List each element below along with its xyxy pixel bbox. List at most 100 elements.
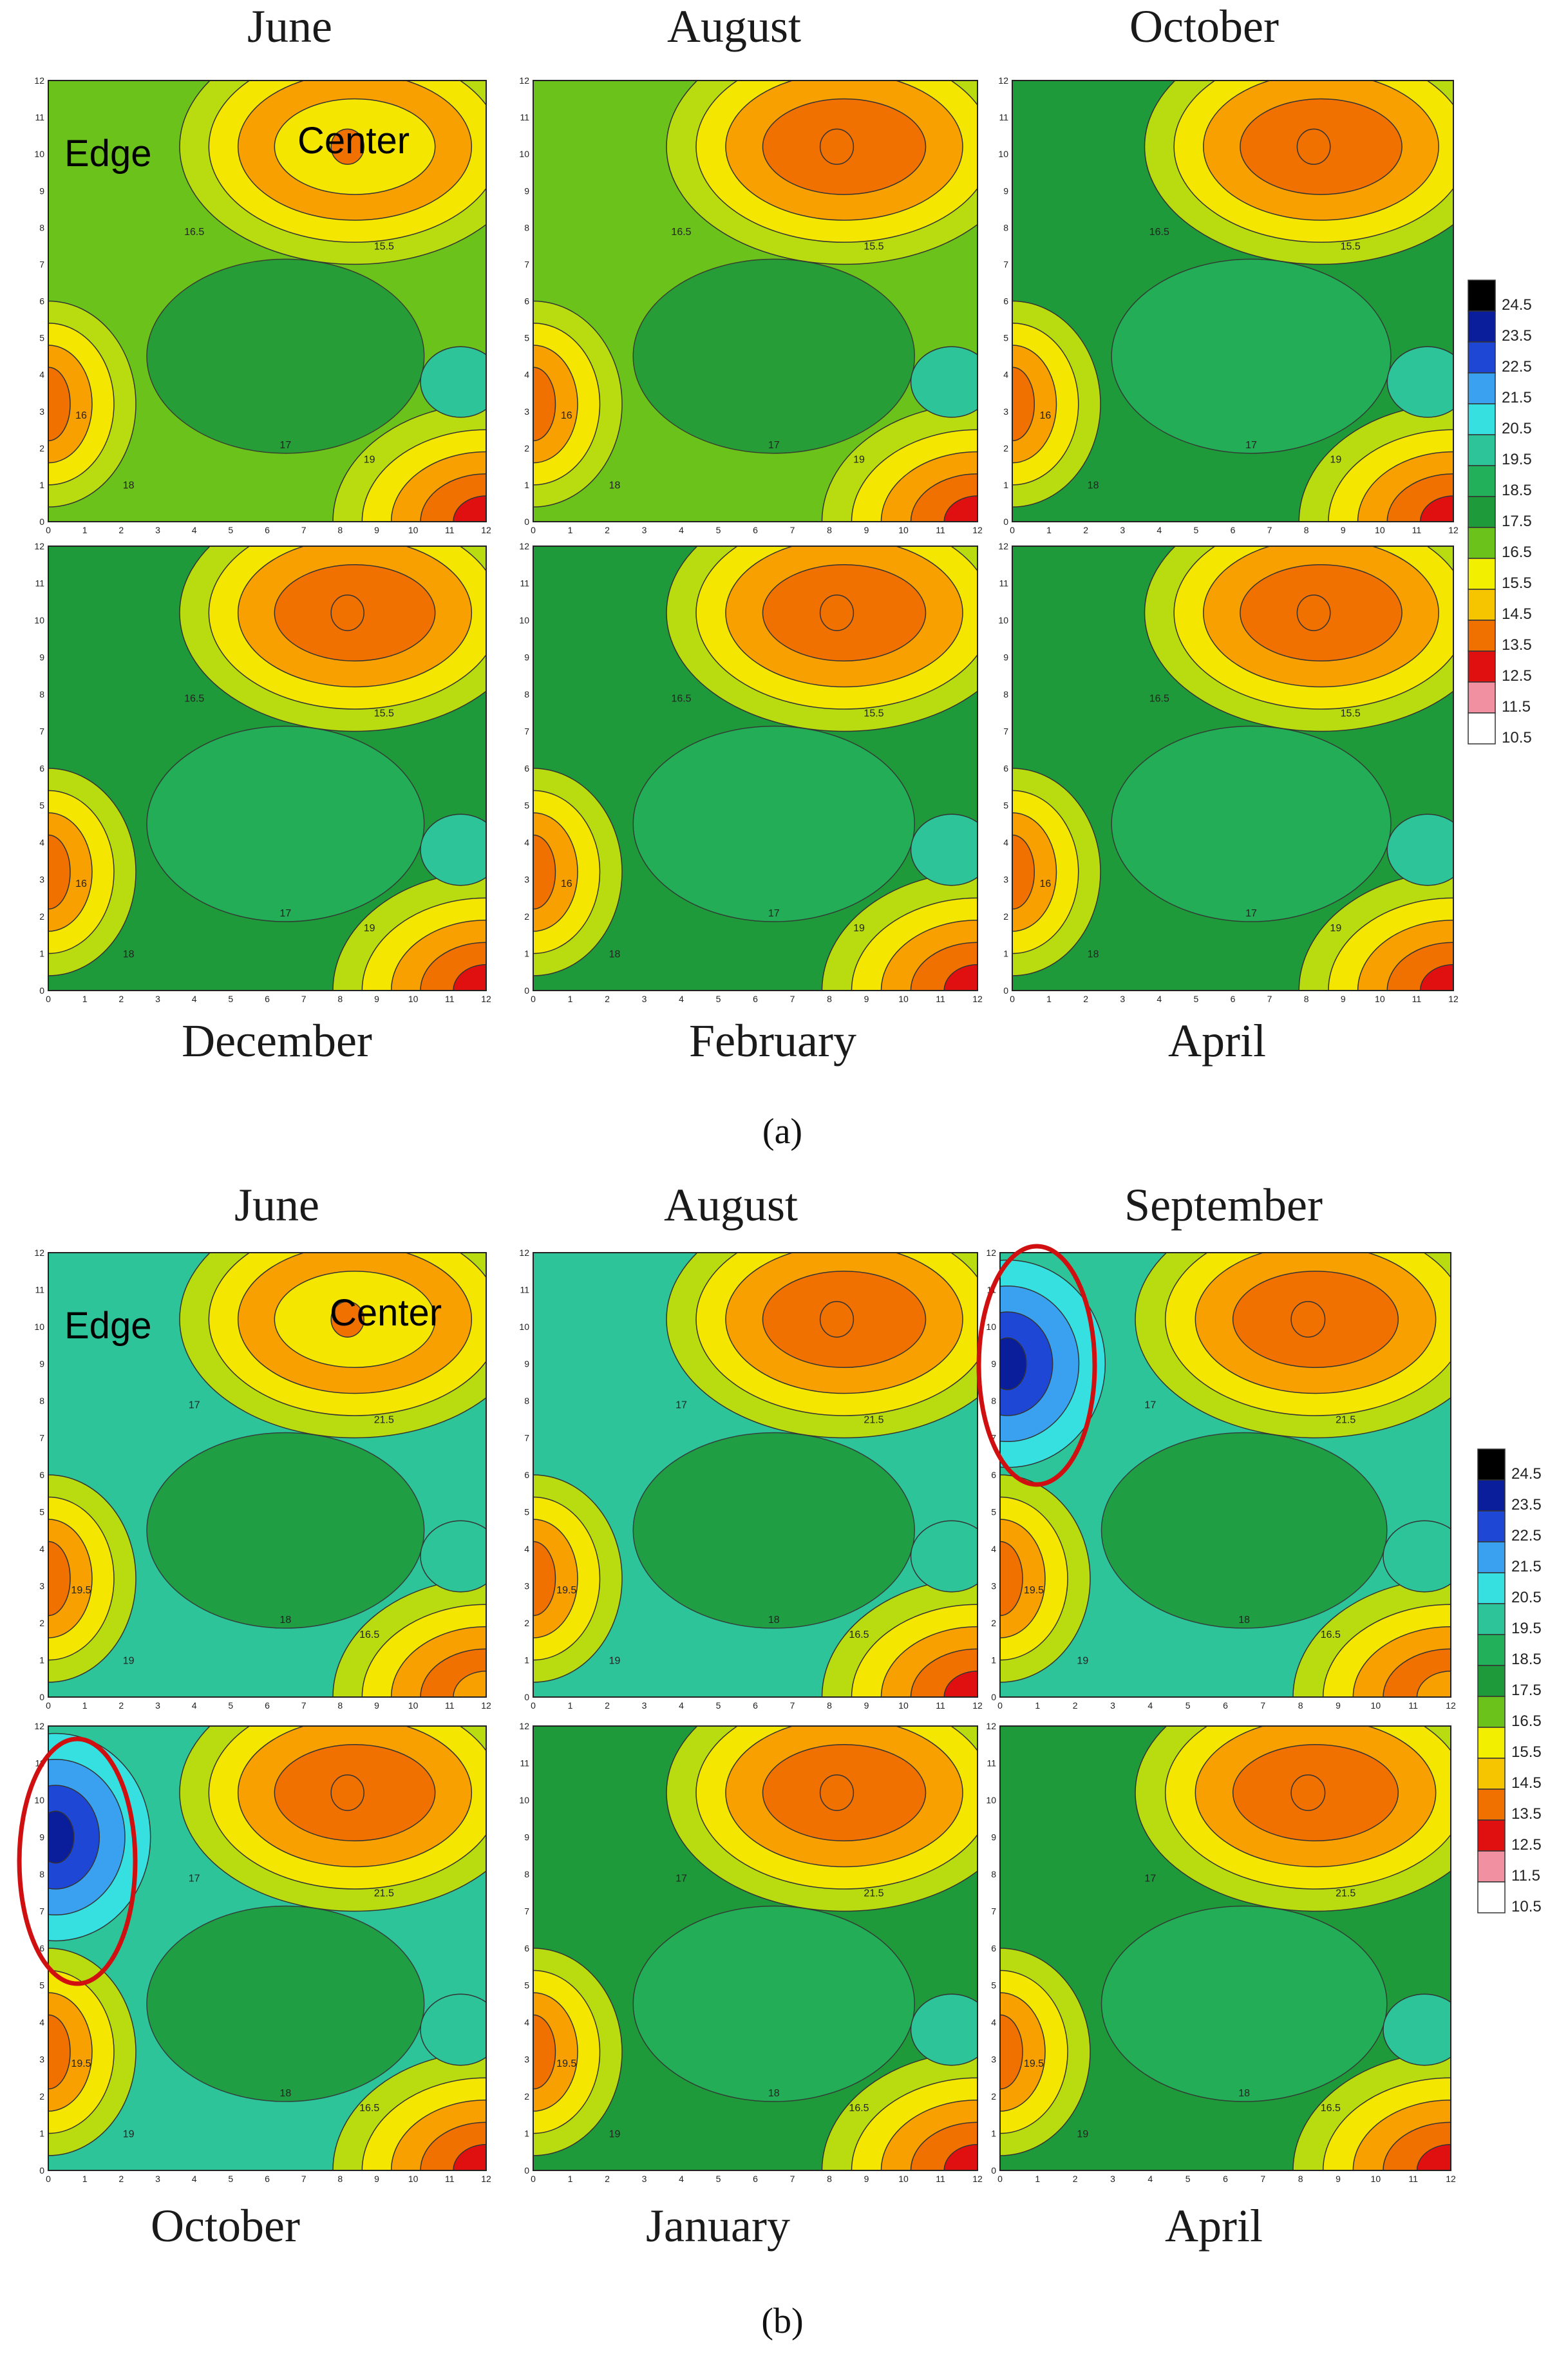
contour-right-pocket-1 xyxy=(910,346,978,418)
contour-hot-core-7 xyxy=(819,1301,855,1338)
contour-right-pocket-2 xyxy=(1386,346,1453,418)
contour-edge-ring-0-3 xyxy=(48,366,71,442)
contour-label-6-5: 16.5 xyxy=(359,1629,379,1640)
x-tick-3-0: 0 xyxy=(46,994,51,1004)
x-tick-1-3: 3 xyxy=(642,525,647,535)
y-tick-11-12: 12 xyxy=(986,1721,996,1731)
contour-label-2-0: 16 xyxy=(1039,410,1051,421)
x-tick-1-1: 1 xyxy=(568,525,573,535)
y-tick-5-9: 9 xyxy=(1003,652,1008,663)
x-tick-2-5: 5 xyxy=(1194,525,1199,535)
contour-hot-core-0 xyxy=(330,128,364,165)
legend-label-b-9: 15.5 xyxy=(1511,1743,1542,1761)
contour-label-0-3: 17 xyxy=(279,440,291,451)
y-tick-0-9: 9 xyxy=(39,185,44,196)
contour-label-7-4: 19 xyxy=(609,1655,621,1666)
panel-frame-4 xyxy=(533,546,978,991)
x-tick-6-1: 1 xyxy=(82,1700,88,1711)
y-tick-7-6: 6 xyxy=(524,1470,529,1480)
contour-label-3-3: 17 xyxy=(279,908,291,919)
y-tick-5-1: 1 xyxy=(1003,949,1008,959)
contour-band-3 xyxy=(146,725,425,922)
x-tick-3-11: 11 xyxy=(445,994,455,1004)
contour-label-1-4: 18 xyxy=(609,480,621,491)
x-tick-10-6: 6 xyxy=(753,2174,758,2184)
contour-label-10-0: 19.5 xyxy=(556,2058,576,2069)
x-tick-2-9: 9 xyxy=(1341,525,1346,535)
x-tick-11-6: 6 xyxy=(1223,2174,1228,2184)
x-tick-10-12: 12 xyxy=(972,2174,983,2184)
highlight-ellipse-october-ring xyxy=(17,1736,138,1986)
y-tick-0-11: 11 xyxy=(35,112,44,122)
month-label-a-bottom-1: December xyxy=(182,1015,372,1067)
legend-label-b-3: 21.5 xyxy=(1511,1558,1542,1575)
y-tick-11-7: 7 xyxy=(991,1906,996,1917)
x-tick-0-5: 5 xyxy=(228,525,233,535)
x-tick-0-1: 1 xyxy=(82,525,88,535)
y-tick-10-8: 8 xyxy=(524,1869,529,1879)
y-tick-8-12: 12 xyxy=(986,1248,996,1258)
legend-label-b-2: 22.5 xyxy=(1511,1527,1542,1544)
contour-label-7-3: 18 xyxy=(768,1615,780,1626)
legend-swatch-b-10 xyxy=(1477,1758,1506,1790)
contour-edge-ring-10-3 xyxy=(533,2014,556,2090)
contour-label-2-5: 19 xyxy=(1330,455,1341,466)
panel-frame-5 xyxy=(1012,546,1454,991)
contour-label-11-3: 18 xyxy=(1238,2088,1250,2099)
x-tick-9-2: 2 xyxy=(118,2174,124,2184)
x-tick-10-2: 2 xyxy=(605,2174,610,2184)
legend-label-a-10: 14.5 xyxy=(1502,605,1532,623)
x-tick-11-7: 7 xyxy=(1260,2174,1265,2184)
y-tick-9-9: 9 xyxy=(39,1832,44,1843)
contour-band-8 xyxy=(1100,1432,1388,1629)
x-tick-6-0: 0 xyxy=(46,1700,51,1711)
contour-hot-core-5 xyxy=(1296,594,1331,631)
x-tick-8-6: 6 xyxy=(1223,1700,1228,1711)
legend-a: 24.5 23.5 22.5 21.5 20.5 19.5 18.5 17.5 16.5 15.5… xyxy=(1468,280,1532,746)
y-tick-1-12: 12 xyxy=(519,75,529,86)
legend-swatch-b-8 xyxy=(1477,1696,1506,1728)
contour-panel-2: 0 1 2 3 4 5 6 7 8 9 10 11 1201234567891011121615.516… xyxy=(998,75,1459,535)
legend-label-a-12: 12.5 xyxy=(1502,667,1532,685)
x-tick-11-3: 3 xyxy=(1110,2174,1115,2184)
y-tick-9-10: 10 xyxy=(34,1795,44,1805)
y-tick-9-4: 4 xyxy=(39,2017,44,2027)
contour-label-4-4: 18 xyxy=(609,949,621,960)
y-tick-11-4: 4 xyxy=(991,2017,996,2027)
y-tick-1-7: 7 xyxy=(524,259,529,269)
y-tick-3-0: 0 xyxy=(39,985,44,996)
contour-label-6-2: 17 xyxy=(189,1400,200,1411)
x-tick-5-6: 6 xyxy=(1231,994,1236,1004)
contour-panel-1: 0 1 2 3 4 5 6 7 8 9 10 11 1201234567891011121615.516… xyxy=(519,75,983,535)
legend-swatch-b-7 xyxy=(1477,1665,1506,1697)
y-tick-8-1: 1 xyxy=(991,1655,996,1665)
contour-label-5-1: 15.5 xyxy=(1341,708,1361,719)
y-tick-6-5: 5 xyxy=(39,1507,44,1517)
x-tick-2-0: 0 xyxy=(1010,525,1015,535)
contour-right-pocket-7 xyxy=(910,1520,978,1593)
legend-swatch-a-13 xyxy=(1468,681,1496,714)
y-tick-8-7: 7 xyxy=(991,1433,996,1443)
y-tick-3-11: 11 xyxy=(35,578,44,589)
contour-label-5-0: 16 xyxy=(1039,878,1051,889)
contour-label-9-3: 18 xyxy=(279,2088,291,2099)
contour-label-6-0: 19.5 xyxy=(71,1585,91,1596)
y-tick-0-8: 8 xyxy=(39,222,44,233)
x-tick-2-3: 3 xyxy=(1120,525,1125,535)
x-tick-4-7: 7 xyxy=(790,994,795,1004)
contour-hot-core-8 xyxy=(1290,1301,1326,1338)
legend-label-a-7: 17.5 xyxy=(1502,513,1532,530)
x-tick-4-11: 11 xyxy=(936,994,945,1004)
contour-band-4 xyxy=(632,725,915,922)
y-tick-10-2: 2 xyxy=(524,2091,529,2102)
legend-swatch-a-3 xyxy=(1468,372,1496,404)
x-tick-7-10: 10 xyxy=(898,1700,909,1711)
contour-label-3-1: 15.5 xyxy=(374,708,394,719)
panel-frame-10 xyxy=(533,1725,978,2171)
legend-label-a-4: 20.5 xyxy=(1502,420,1532,437)
contour-corner-ring-2-4 xyxy=(1419,495,1453,522)
x-tick-6-8: 8 xyxy=(337,1700,343,1711)
y-tick-10-5: 5 xyxy=(524,1980,529,1991)
legend-label-b-11: 13.5 xyxy=(1511,1805,1542,1823)
contour-label-5-2: 16.5 xyxy=(1149,694,1169,705)
